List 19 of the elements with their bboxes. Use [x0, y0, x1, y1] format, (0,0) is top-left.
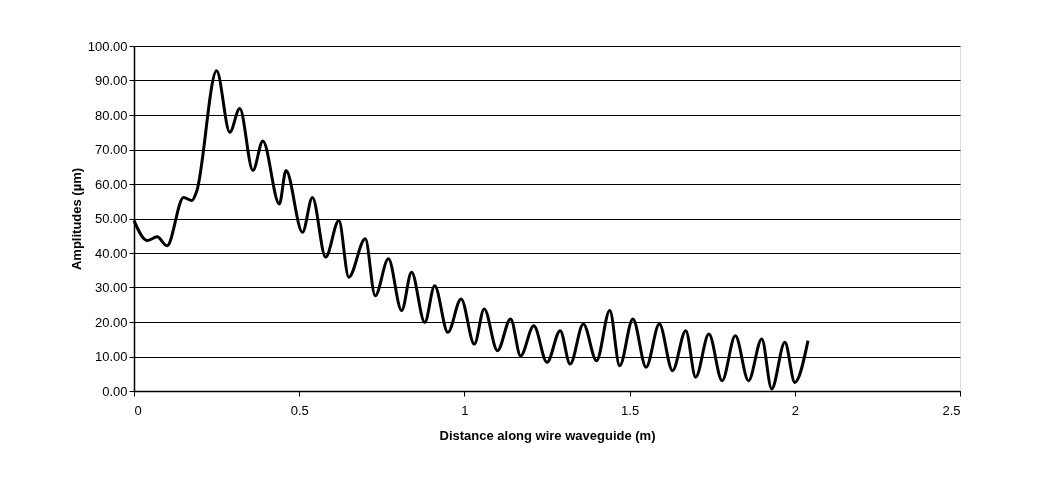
y-tick-label: 80.00: [94, 107, 128, 123]
y-axis-title: Amplitudes (µm): [68, 167, 84, 271]
x-tick-label: 2.5: [942, 402, 961, 418]
y-tick-label: 70.00: [94, 142, 128, 157]
y-tick-label: 40.00: [94, 245, 128, 261]
x-tick-label: 0.5: [290, 402, 309, 418]
y-tick-label: 0.00: [102, 383, 128, 399]
x-tick-label: 0: [134, 402, 142, 418]
x-tick-label: 1.5: [621, 402, 640, 418]
y-tick-label: 20.00: [94, 314, 128, 330]
y-tick-label: 60.00: [94, 176, 128, 192]
y-tick-label: 100.00: [87, 38, 128, 54]
x-tick-label: 2: [791, 402, 799, 418]
y-tick-label: 30.00: [94, 280, 128, 295]
x-tick-label: 1: [461, 402, 469, 418]
y-tick-label: 50.00: [94, 211, 128, 226]
x-axis-title: Distance along wire waveguide (m): [439, 427, 656, 443]
y-tick-label: 10.00: [94, 349, 128, 364]
y-tick-label: 90.00: [94, 73, 128, 88]
